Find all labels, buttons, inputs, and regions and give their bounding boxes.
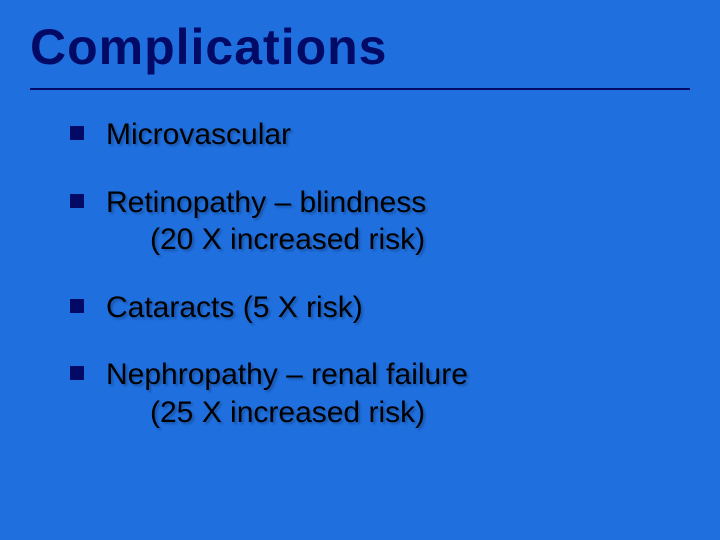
list-item-text: Microvascular (106, 118, 291, 151)
list-item: Microvascular (70, 116, 680, 154)
slide-body: Microvascular Retinopathy – blindness (2… (70, 110, 680, 520)
square-bullet-icon (70, 126, 84, 140)
list-item-subtext: (20 X increased risk) (106, 221, 680, 259)
square-bullet-icon (70, 299, 84, 313)
slide: Complications Microvascular Retinopathy … (0, 0, 720, 540)
title-underline (30, 88, 690, 90)
slide-title: Complications (30, 18, 690, 76)
list-item: Nephropathy – renal failure (25 X increa… (70, 356, 680, 431)
list-item: Retinopathy – blindness (20 X increased … (70, 184, 680, 259)
square-bullet-icon (70, 194, 84, 208)
list-item-text: Cataracts (5 X risk) (106, 291, 363, 324)
list-item-text: Retinopathy – blindness (106, 186, 426, 219)
list-item-subtext: (25 X increased risk) (106, 394, 680, 432)
list-item-text: Nephropathy – renal failure (106, 358, 468, 391)
list-item: Cataracts (5 X risk) (70, 289, 680, 327)
square-bullet-icon (70, 366, 84, 380)
